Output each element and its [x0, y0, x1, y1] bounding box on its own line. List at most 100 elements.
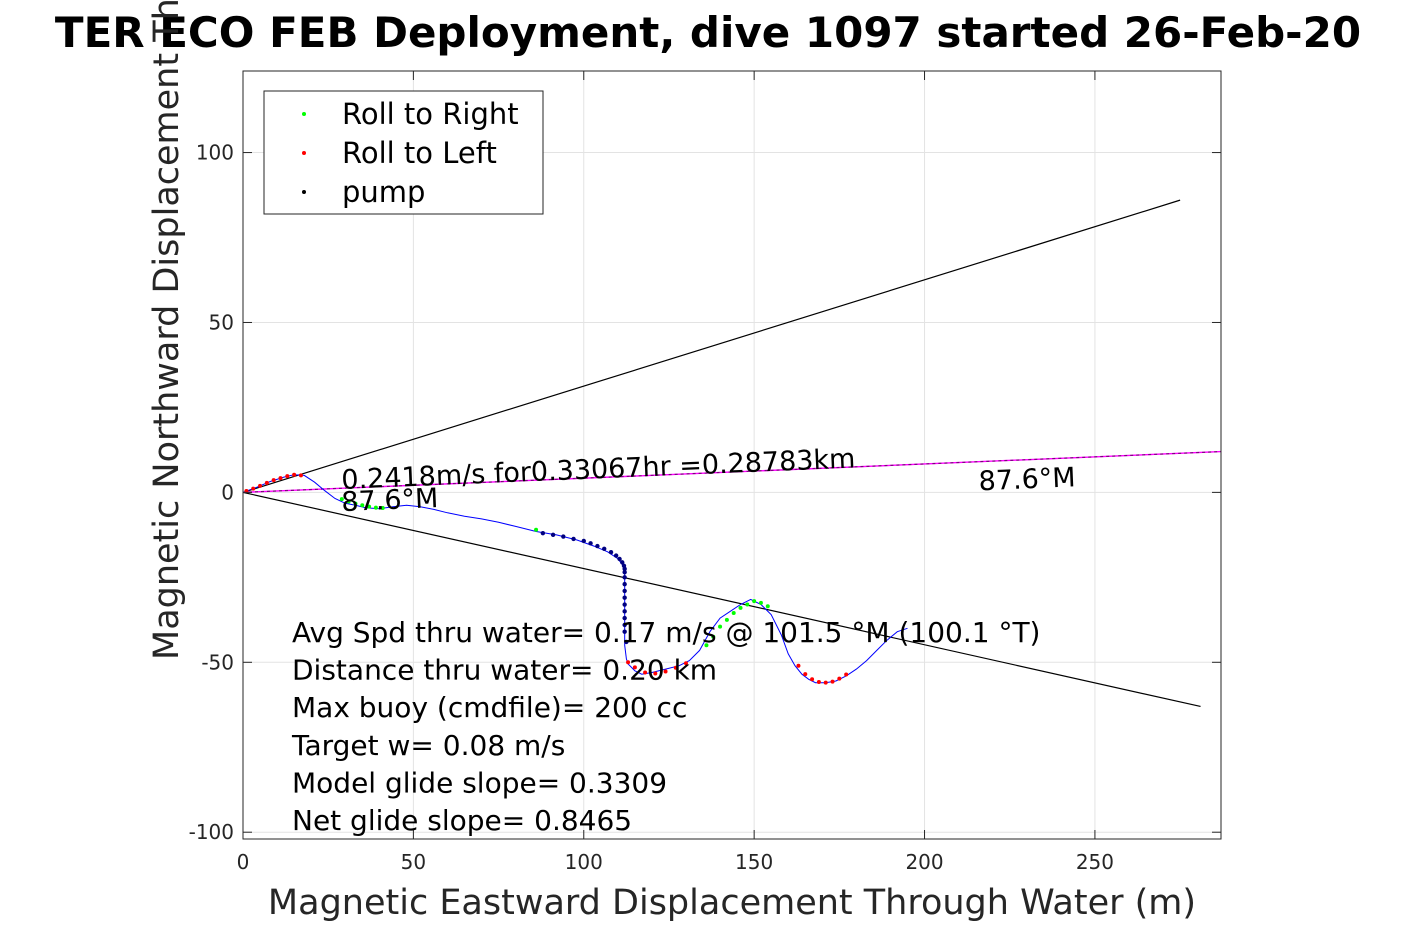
ticks: 0 50 100 150 200 250 -100 -50 0 50 100 — [189, 71, 1221, 874]
pump-point — [622, 575, 627, 580]
roll-left-point — [292, 472, 297, 477]
stats-line: Distance thru water= 0.20 km — [292, 654, 717, 687]
x-tick-label: 200 — [905, 850, 943, 874]
stats-line: Max buoy (cmdfile)= 200 cc — [292, 691, 687, 724]
pump-point — [622, 588, 627, 594]
roll-right-point — [360, 503, 365, 508]
pump-point — [608, 549, 614, 555]
roll-left-point — [632, 665, 637, 670]
legend-marker — [302, 151, 306, 155]
pump-point — [588, 541, 593, 546]
roll-right-point — [380, 506, 385, 511]
roll-right-point — [758, 600, 763, 605]
stats-line: Model glide slope= 0.3309 — [292, 766, 667, 799]
roll-left-point — [278, 476, 283, 481]
stats-line: Avg Spd thru water= 0.17 m/s @ 101.5 °M … — [292, 616, 1040, 649]
roll-right-point — [724, 617, 729, 622]
pump-point — [622, 570, 627, 575]
roll-left-point — [810, 677, 815, 682]
roll-left-point — [663, 669, 668, 674]
pump-point — [622, 581, 627, 587]
grid — [242, 71, 1221, 839]
y-tick-label: 0 — [221, 480, 234, 504]
pump-point — [540, 530, 546, 536]
pump-point — [624, 639, 629, 645]
roll-left-point — [653, 671, 658, 676]
roll-right-point — [745, 602, 750, 607]
chart-title: TER ECO FEB Deployment, dive 1097 starte… — [55, 8, 1361, 57]
roll-left-point — [298, 473, 303, 478]
cone-line-upper — [243, 199, 1181, 493]
pump-point — [622, 595, 627, 600]
roll-right-point — [346, 499, 351, 504]
roll-left-point — [803, 672, 808, 677]
roll-right-point — [367, 504, 372, 509]
legend-label: pump — [342, 175, 425, 209]
roll-left-point — [823, 680, 828, 685]
legend-label: Roll to Right — [342, 97, 519, 131]
heading-annotation-right: 87.6°M — [978, 462, 1076, 497]
roll-left-point — [673, 665, 678, 670]
x-tick-label: 0 — [237, 850, 250, 874]
roll-right-point — [765, 604, 770, 609]
legend-box — [263, 90, 544, 215]
roll-left-point — [258, 483, 263, 488]
stats-line: Target w= 0.08 m/s — [291, 729, 565, 762]
roll-right-point — [534, 527, 539, 532]
y-tick-label: 100 — [196, 141, 234, 165]
pump-point — [622, 615, 627, 621]
y-tick-label: 50 — [209, 310, 234, 334]
roll-left-point — [796, 663, 801, 668]
pump-point — [561, 534, 566, 539]
data-layer — [243, 199, 1221, 708]
roll-right-point — [711, 634, 716, 639]
x-tick-label: 50 — [401, 850, 426, 874]
roll-left-point — [816, 680, 821, 685]
pump-point — [622, 622, 627, 628]
roll-left-point — [264, 480, 269, 485]
pump-point — [571, 536, 576, 542]
legend-marker — [302, 190, 306, 194]
pump-point — [620, 560, 625, 565]
legend-marker — [302, 112, 306, 116]
heading-annotation-left: 87.6°M — [341, 483, 439, 518]
y-tick-label: -100 — [189, 820, 234, 844]
legend-label: Roll to Left — [342, 136, 497, 170]
pump-point — [622, 629, 627, 634]
x-tick-label: 150 — [735, 850, 773, 874]
heading-line-dashed — [243, 451, 1221, 493]
roll-left-point — [844, 672, 849, 677]
pump-point — [622, 602, 627, 607]
stats-block: Avg Spd thru water= 0.17 m/s @ 101.5 °M … — [291, 616, 1040, 837]
x-tick-label: 250 — [1076, 850, 1114, 874]
legend: Roll to Right Roll to Left pump — [263, 90, 544, 215]
roll-left-point — [643, 670, 648, 675]
y-tick-label: -50 — [201, 650, 234, 674]
pump-point — [613, 553, 619, 558]
pump-point — [622, 566, 627, 572]
pump-point — [602, 546, 607, 551]
roll-left-point — [251, 486, 256, 491]
roll-right-point — [752, 599, 757, 604]
x-tick-label: 100 — [565, 850, 603, 874]
pump-point — [550, 532, 556, 538]
y-axis-label: Magnetic Northward Displacement Through … — [147, 0, 187, 660]
roll-right-point — [373, 505, 378, 510]
pump-point — [581, 538, 586, 544]
roll-right-point — [704, 643, 709, 648]
roll-left-point — [285, 474, 290, 479]
pump-point — [622, 609, 627, 614]
roll-right-point — [353, 501, 358, 506]
plot-frame — [242, 70, 1222, 840]
cone-line-lower — [243, 491, 1201, 708]
roll-right-point — [731, 611, 736, 616]
stats-line: Net glide slope= 0.8465 — [292, 804, 632, 837]
pump-point — [595, 543, 600, 549]
roll-left-point — [626, 660, 631, 665]
roll-left-point — [683, 661, 688, 666]
roll-left-point — [271, 478, 276, 483]
roll-left-point — [837, 676, 842, 681]
pump-point — [617, 556, 622, 562]
roll-right-point — [718, 624, 723, 629]
